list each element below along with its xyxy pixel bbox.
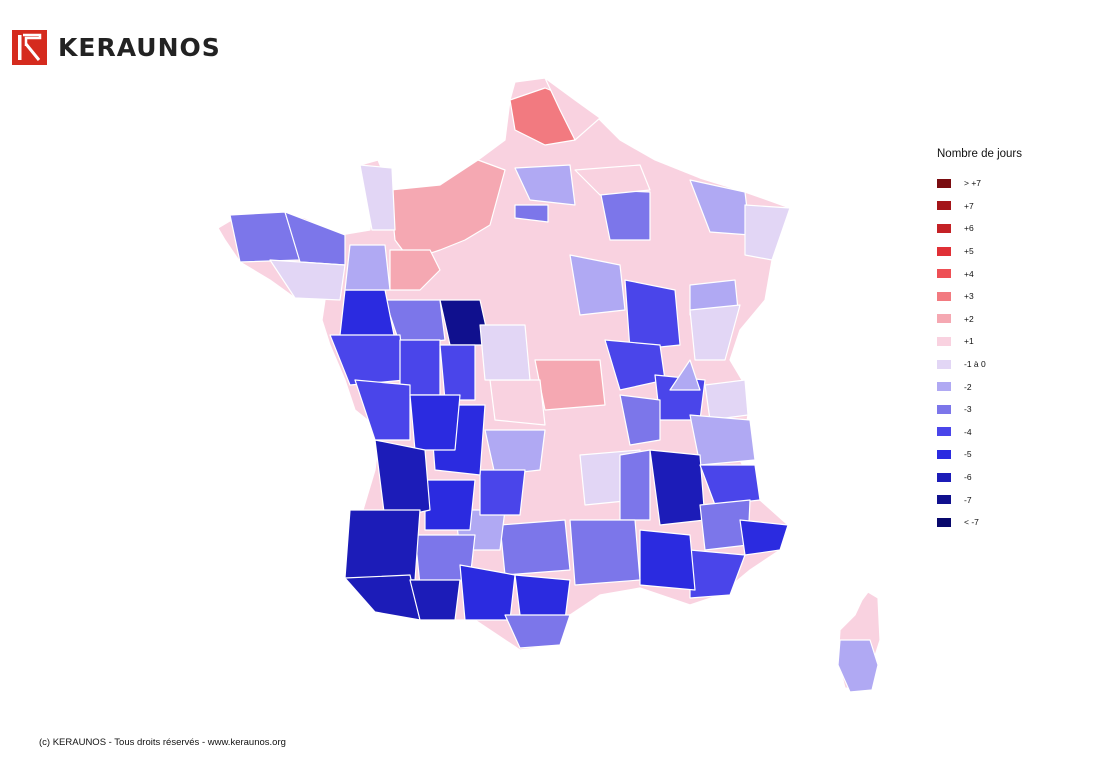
dept-vienne	[439, 344, 476, 401]
legend-item: +4	[937, 262, 1022, 285]
legend-swatch	[937, 178, 951, 188]
dept-hautes-alpes	[699, 464, 761, 506]
dept-correze	[484, 429, 546, 476]
brand-name: KERAUNOS	[58, 33, 221, 62]
legend: Nombre de jours > +7 +7 +6 +5 +4 +3 +2 +1 -1 à 0…	[937, 148, 1022, 534]
legend-item: +5	[937, 240, 1022, 263]
copyright-footer: (c) KERAUNOS - Tous droits réservés - ww…	[39, 737, 286, 748]
legend-swatch	[937, 314, 951, 324]
dept-haute-savoie	[704, 379, 749, 421]
dept-aveyron	[499, 519, 571, 576]
legend-label: +7	[964, 200, 974, 211]
legend-label: -1 à 0	[964, 359, 986, 370]
legend-label: +4	[964, 268, 974, 279]
dept-manche	[359, 164, 396, 231]
legend-item: -3	[937, 398, 1022, 421]
legend-item: > +7	[937, 172, 1022, 195]
legend-swatch	[937, 336, 951, 346]
legend-swatch	[937, 427, 951, 437]
legend-label: +2	[964, 313, 974, 324]
dept-loire-atlantique	[339, 289, 396, 341]
dept-paris	[514, 204, 549, 223]
brand-logo: KERAUNOS	[12, 30, 221, 65]
legend-swatch	[937, 291, 951, 301]
dept-aisne	[574, 164, 651, 196]
legend-item: -6	[937, 466, 1022, 489]
legend-swatch	[937, 382, 951, 392]
legend-item: -7	[937, 488, 1022, 511]
dept-cote-dor	[624, 279, 681, 351]
dept-ardeche	[619, 449, 651, 521]
legend-label: -3	[964, 404, 972, 415]
legend-swatch	[937, 404, 951, 414]
dept-aude	[514, 574, 571, 621]
dept-haute-garonne	[459, 564, 516, 621]
legend-item: +3	[937, 285, 1022, 308]
legend-item: +7	[937, 195, 1022, 218]
dept-doubs	[689, 304, 741, 361]
dept-pyrenees-atlantiques	[344, 574, 421, 621]
dept-gironde	[374, 439, 431, 521]
dept-allier	[534, 359, 606, 411]
legend-swatch	[937, 359, 951, 369]
dept-var	[689, 549, 746, 599]
dept-alpes-maritimes	[739, 519, 789, 556]
legend-label: > +7	[964, 178, 982, 189]
dept-sarthe	[384, 299, 446, 346]
dept-oise	[514, 164, 576, 206]
dept-cantal	[479, 469, 526, 516]
dept-jura	[669, 359, 701, 391]
legend-label: -7	[964, 494, 972, 505]
dept-creuse	[489, 379, 546, 426]
legend-label: -2	[964, 381, 972, 392]
legend-swatch	[937, 472, 951, 482]
dept-charente-maritime	[354, 379, 411, 441]
dept-hautes-pyrenees	[409, 579, 461, 621]
corsica-south	[837, 639, 879, 693]
legend-item: < -7	[937, 511, 1022, 534]
keraunos-logo-icon	[12, 30, 47, 65]
dept-orne	[389, 249, 441, 291]
dept-yonne	[569, 254, 626, 316]
legend-title: Nombre de jours	[937, 148, 1023, 160]
legend-swatch	[937, 517, 951, 527]
legend-swatch	[937, 246, 951, 256]
legend-label: +5	[964, 246, 974, 257]
legend-swatch	[937, 223, 951, 233]
legend-swatch	[937, 449, 951, 459]
dept-landes	[344, 509, 421, 581]
legend-item: +1	[937, 330, 1022, 353]
legend-item: -2	[937, 375, 1022, 398]
legend-label: -5	[964, 449, 972, 460]
legend-item: -4	[937, 421, 1022, 444]
dept-rhone	[619, 394, 661, 446]
legend-item: -5	[937, 443, 1022, 466]
legend-item: +2	[937, 308, 1022, 331]
dept-indre	[479, 324, 531, 381]
dept-charente	[409, 394, 461, 451]
dept-bas-rhin	[744, 204, 791, 261]
dept-savoie	[689, 414, 756, 466]
legend-swatch	[937, 495, 951, 505]
dept-pyrenees-orientales	[504, 614, 571, 649]
dept-vendee	[329, 334, 406, 386]
dept-nord	[544, 77, 601, 141]
dept-bouches-rhone	[639, 529, 696, 591]
dept-morbihan	[269, 259, 346, 301]
dept-dordogne	[424, 479, 476, 531]
legend-item: -1 à 0	[937, 353, 1022, 376]
dept-mayenne	[344, 244, 391, 291]
legend-label: -6	[964, 472, 972, 483]
legend-label: +6	[964, 223, 974, 234]
legend-label: +3	[964, 291, 974, 302]
legend-label: +1	[964, 336, 974, 347]
dept-drome	[649, 449, 706, 526]
legend-label: -4	[964, 426, 972, 437]
legend-swatch	[937, 201, 951, 211]
legend-item: +6	[937, 217, 1022, 240]
legend-swatch	[937, 269, 951, 279]
legend-label: < -7	[964, 517, 979, 528]
dept-gard	[569, 519, 641, 586]
